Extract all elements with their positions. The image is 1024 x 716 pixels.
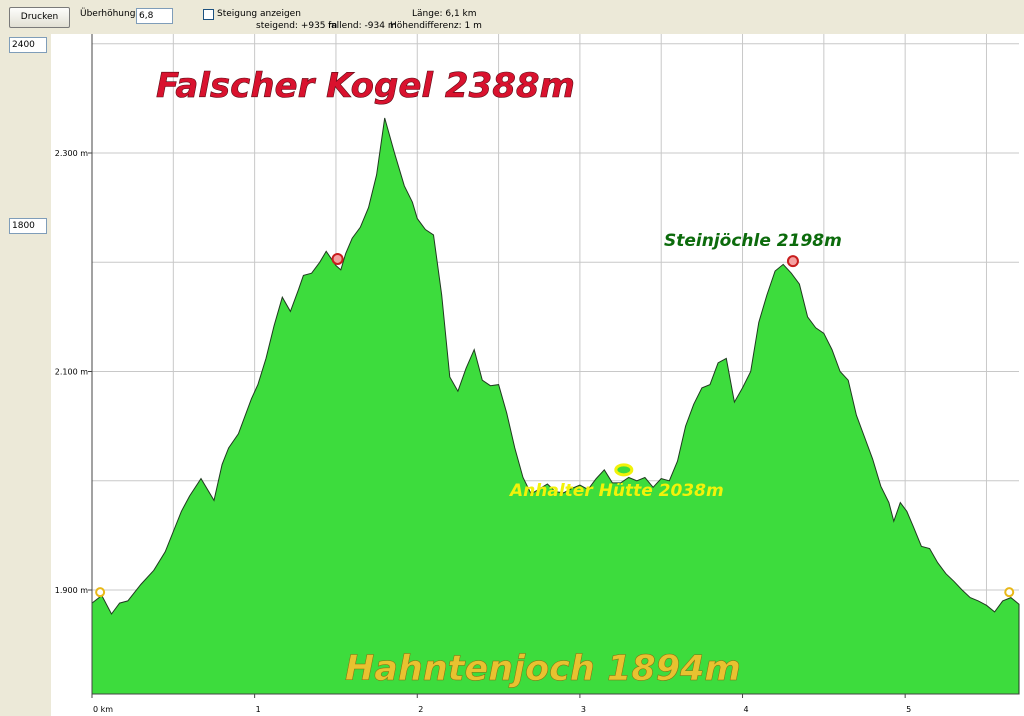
exaggeration-field[interactable]: 6,8 <box>136 8 173 24</box>
label-hahntenjoch: Hahntenjoch 1894m <box>345 649 741 689</box>
summit-marker <box>331 252 344 265</box>
chart-svg: 1.900 m 2.100 m 2.300 m 0 km 1 2 3 4 5 Falscher K… <box>55 34 1020 714</box>
y-tick-label: 1.900 m <box>55 586 88 595</box>
hut-marker <box>614 463 634 477</box>
summit-marker <box>786 255 799 268</box>
x-tick-label: 2 <box>418 705 423 714</box>
pass-marker <box>1004 587 1015 598</box>
x-tick-label: 0 km <box>93 705 113 714</box>
min-elevation-field[interactable]: 1800 <box>9 218 47 234</box>
y-tick-label: 2.300 m <box>55 149 88 158</box>
elevdiff-text: Höhendifferenz: 1 m <box>390 21 482 31</box>
x-tick-label: 4 <box>744 705 749 714</box>
x-tick-label: 5 <box>906 705 911 714</box>
pass-marker <box>95 587 106 598</box>
elevation-area <box>91 117 1020 695</box>
x-tick-label: 1 <box>256 705 261 714</box>
max-elevation-field[interactable]: 2400 <box>9 37 47 53</box>
elevation-profile-chart: 1.900 m 2.100 m 2.300 m 0 km 1 2 3 4 5 Falscher K… <box>51 34 1024 716</box>
x-tick-label: 3 <box>581 705 586 714</box>
ascent-text: steigend: +935 m <box>256 21 338 31</box>
y-tick-label: 2.100 m <box>55 368 88 377</box>
exaggeration-label: Überhöhung <box>80 9 136 19</box>
length-text: Länge: 6,1 km <box>412 9 477 19</box>
gradient-checkbox[interactable] <box>203 9 214 20</box>
print-button[interactable]: Drucken <box>9 7 70 28</box>
label-steinjoechle: Steinjöchle 2198m <box>664 231 842 251</box>
label-anhalter-huette: Anhalter Hütte 2038m <box>508 481 724 501</box>
descent-text: fallend: -934 m <box>328 21 397 31</box>
toolbar: Drucken Überhöhung 6,8 Steigung anzeigen… <box>0 0 1024 34</box>
range-panel: 2400 1800 <box>0 34 51 716</box>
gradient-label: Steigung anzeigen <box>217 9 301 19</box>
label-falscher-kogel: Falscher Kogel 2388m <box>156 66 575 106</box>
